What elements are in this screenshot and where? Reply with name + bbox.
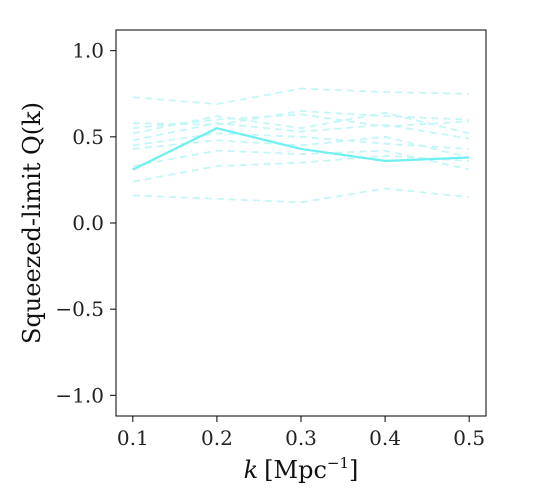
x-tick-label-3: 0.4 [369,426,401,450]
series-line-9 [132,154,470,183]
x-axis-label-close: ] [349,456,358,484]
x-axis-label: k [Mpc−1] [244,454,359,484]
y-tick-label-4: −1.0 [55,383,104,407]
series-line-1 [132,87,470,106]
y-tick-label-1: 0.5 [72,125,104,149]
x-axis-label-var: k [244,456,259,484]
series-line-7 [132,135,470,159]
ticks-layer: 0.1 0.2 0.3 0.4 0.5 1.0 0.5 0.0 −0.5 −1.0 [55,39,485,450]
y-tick-label-3: −0.5 [55,297,104,321]
y-axis-label: Squeezed-limit Q(k) [18,102,46,344]
series-line-10 [132,187,470,204]
series-line-4 [132,111,470,135]
x-tick-label-4: 0.5 [453,426,485,450]
x-tick-label-0: 0.1 [117,426,149,450]
x-axis-label-exp: −1 [327,454,349,472]
series-line-5 [132,122,470,142]
series-line-6 [132,132,470,150]
series-line-2 [132,110,470,126]
x-tick-label-2: 0.3 [285,426,317,450]
x-axis-label-unit: [Mpc [264,456,327,484]
y-tick-label-0: 1.0 [72,39,104,63]
series-layer [132,87,470,204]
series-line-0 [132,127,470,171]
series-line-3 [132,113,470,130]
y-tick-label-2: 0.0 [72,211,104,235]
x-tick-label-1: 0.2 [201,426,233,450]
